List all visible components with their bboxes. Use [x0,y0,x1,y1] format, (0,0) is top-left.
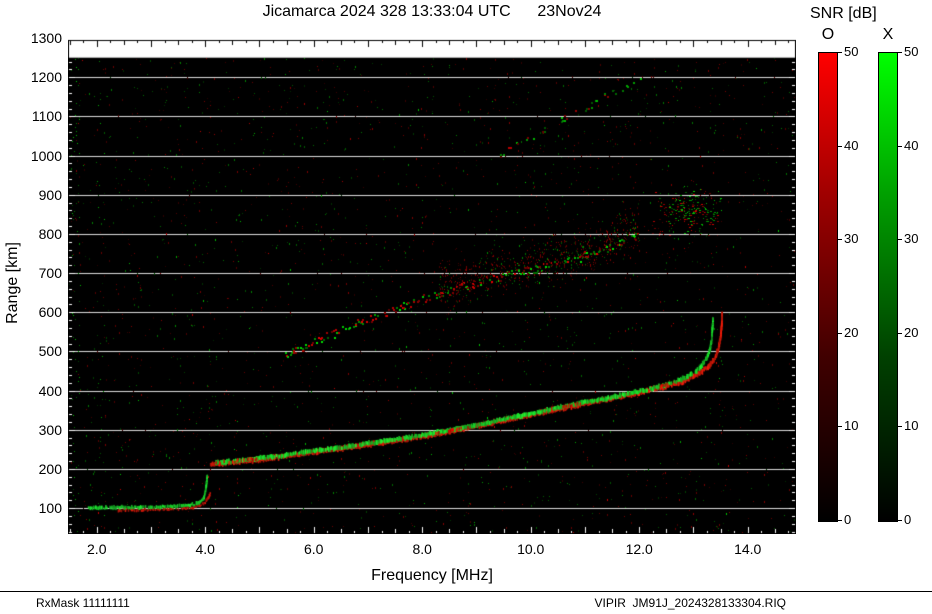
x-tick-label: 4.0 [195,541,215,557]
y-tick-label: 500 [38,343,62,360]
x-tick-label: 8.0 [412,541,432,557]
x-tick-label: 10.0 [517,541,545,557]
y-tick-label: 1100 [31,108,62,125]
colorbar-tick [898,332,902,334]
colorbar-tick-label: 0 [844,512,852,527]
colorbar-tick-label: 40 [904,137,919,153]
colorbar-tick [838,520,842,521]
colorbar-tick [898,52,902,53]
x-tick-label: 6.0 [304,541,324,557]
ionogram-canvas [68,33,796,534]
x-tick-label: 2.0 [87,541,107,557]
y-tick-label: 700 [38,265,62,282]
y-tick-label: 1200 [30,69,62,86]
y-tick-label: 800 [38,225,62,242]
colorbar-tick-label: 40 [844,137,859,153]
y-tick-label: 400 [38,382,62,399]
x-mode-label: X [882,26,894,43]
y-tick-label: 1300 [30,30,62,47]
y-tick-label: 1000 [30,147,62,164]
colorbar-tick-label: 10 [844,418,859,434]
colorbar-tick [898,426,902,428]
colorbar-tick-label: 50 [844,44,859,59]
y-tick-label: 600 [38,304,62,321]
y-tick-label: 200 [38,460,62,477]
x-axis-label: Frequency [MHz] [371,567,493,584]
x-mode-colorbar [878,52,898,522]
colorbar-tick [898,239,902,241]
y-tick-label: 100 [38,500,62,517]
y-tick-label: 900 [38,186,62,203]
snr-colorbar-title: SNR [dB] [810,5,877,22]
colorbar-tick-label: 20 [844,324,859,340]
footer-divider [0,591,932,592]
colorbar-tick [898,520,902,521]
y-tick-label: 300 [38,421,62,438]
plot-title: Jicamarca 2024 328 13:33:04 UTC 23Nov24 [262,3,602,20]
colorbar-tick-label: 50 [904,44,919,59]
colorbar-tick-label: 30 [844,231,859,247]
rxmask-text: RxMask 11111111 [36,596,130,610]
x-tick-label: 14.0 [734,541,762,557]
colorbar-tick-label: 20 [904,324,919,340]
colorbar-tick-label: 10 [904,418,919,434]
colorbar-tick [838,426,842,428]
colorbar-tick [838,52,842,53]
vipir-filename-text: VIPIR JM91J_2024328133304.RIQ [594,596,786,610]
o-mode-label: O [821,26,835,43]
colorbar-tick [838,145,842,147]
colorbar-tick-label: 0 [904,512,912,527]
o-mode-colorbar [818,52,838,522]
x-tick-label: 12.0 [625,541,653,557]
colorbar-tick [838,239,842,241]
colorbar-tick [838,332,842,334]
colorbar-tick-label: 30 [904,231,919,247]
colorbar-tick [898,145,902,147]
